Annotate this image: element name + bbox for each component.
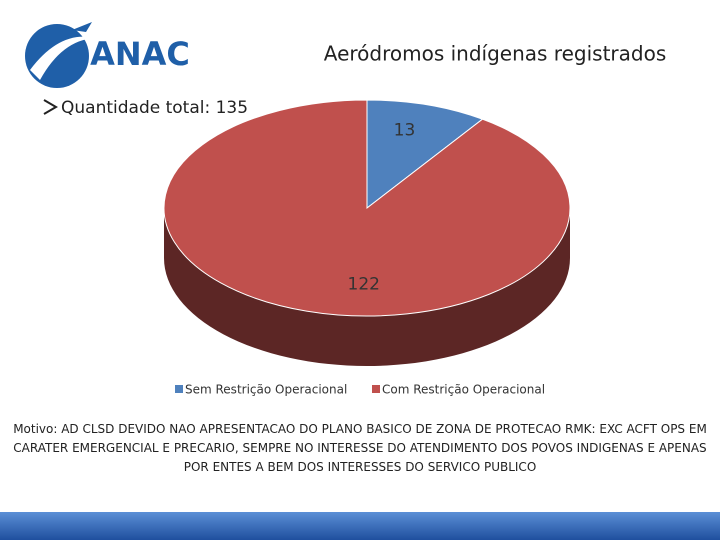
chart-title: Aeródromos indígenas registrados <box>324 42 667 66</box>
legend: Sem Restrição Operacional Com Restrição O… <box>175 383 545 397</box>
slice-side <box>164 208 570 366</box>
legend-label: Com Restrição Operacional <box>382 383 545 397</box>
slice <box>366 99 484 210</box>
legend-label: Sem Restrição Operacional <box>185 383 347 397</box>
note: Motivo: AD CLSD DEVIDO NAO APRESENTACAO … <box>13 422 707 474</box>
footer-bar <box>0 512 720 540</box>
logo-text: ANAC <box>90 35 190 73</box>
data-label: 122 <box>348 275 380 295</box>
pie: 13 122 <box>163 99 571 366</box>
data-label: 13 <box>394 121 416 141</box>
logo-icon <box>25 22 95 88</box>
bullet-arrow <box>43 99 58 115</box>
legend-swatch <box>372 385 380 393</box>
bullet-text: Quantidade total: 135 <box>61 98 248 118</box>
legend-swatch <box>175 385 183 393</box>
slice <box>163 99 571 317</box>
